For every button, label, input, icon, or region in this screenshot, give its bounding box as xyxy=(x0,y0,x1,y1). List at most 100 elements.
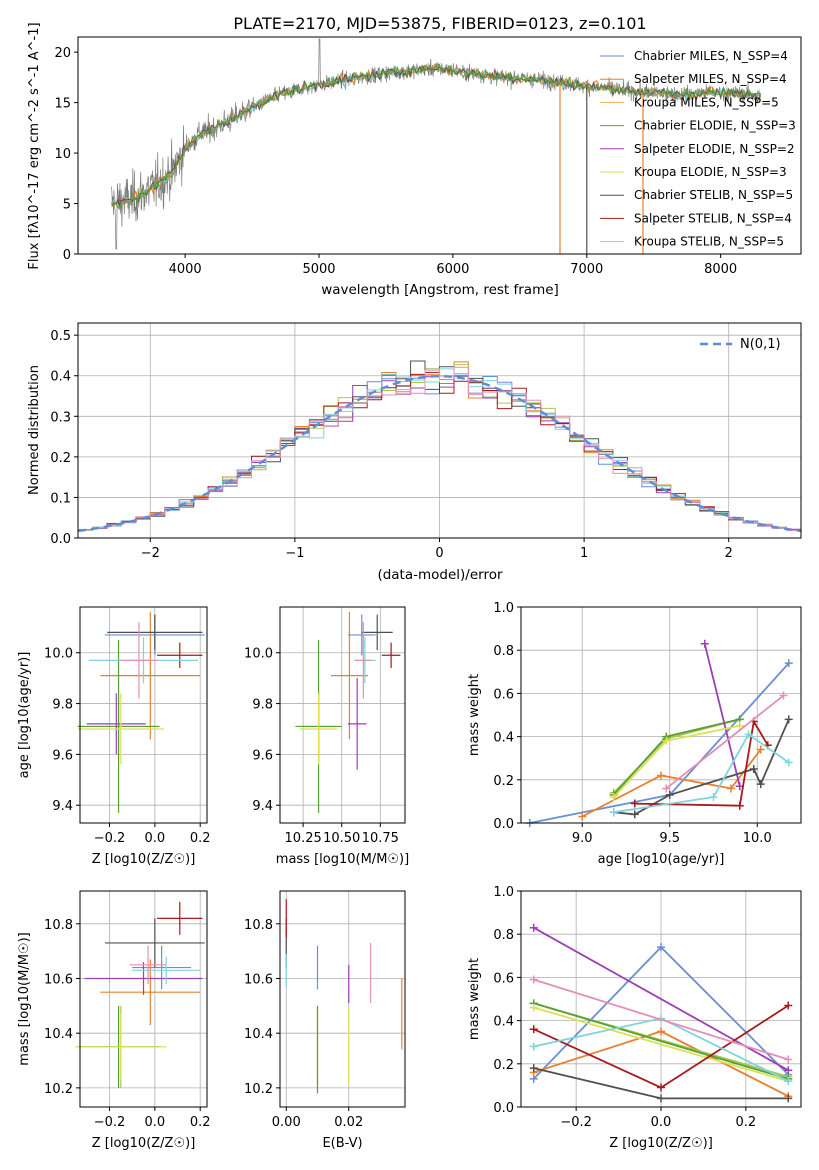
y-axis-label: Normed distribution xyxy=(27,365,42,495)
legend-label: Kroupa MILES, N_SSP=5 xyxy=(634,95,779,109)
marker-plus xyxy=(662,784,671,793)
marker-plus xyxy=(657,943,665,952)
x-tick-label: 0.2 xyxy=(190,831,211,846)
x-axis-label: wavelength [Angstrom, rest frame] xyxy=(321,282,559,298)
x-tick-label: −1 xyxy=(285,546,304,561)
x-tick-label: −0.2 xyxy=(94,1115,126,1130)
marker-plus xyxy=(756,745,765,754)
axes-frame xyxy=(279,890,406,1108)
y-tick-label: 0.8 xyxy=(493,644,514,659)
marker-plus xyxy=(784,758,793,767)
marker-plus xyxy=(784,1066,793,1075)
y-tick-label: 10.0 xyxy=(244,647,273,662)
x-axis-label: Z [log10(Z/Z☉)] xyxy=(92,1136,196,1151)
mass-weight-line xyxy=(533,978,789,1061)
y-tick-label: 10.4 xyxy=(44,1027,73,1042)
x-tick-label: 0.0 xyxy=(144,831,165,846)
marker-plus xyxy=(744,730,753,739)
y-tick-label: 0 xyxy=(63,248,71,263)
y-tick-label: 15 xyxy=(54,97,71,112)
y-tick-label: 1.0 xyxy=(493,601,514,616)
marker-plus xyxy=(657,1083,665,1092)
mass-weight-line xyxy=(533,1006,789,1082)
x-axis-label: mass [log10(M/M☉)] xyxy=(276,852,409,867)
marker-plus xyxy=(529,1064,538,1073)
marker-plus xyxy=(735,721,744,730)
x-tick-label: 6000 xyxy=(436,262,469,277)
x-tick-label: 0.0 xyxy=(651,1115,672,1130)
y-tick-label: 0.4 xyxy=(50,370,71,385)
y-tick-label: 0.0 xyxy=(493,1101,514,1116)
residual-histogram xyxy=(78,371,801,531)
legend-label: Chabrier MILES, N_SSP=4 xyxy=(634,49,788,63)
axes-frame xyxy=(279,606,406,824)
y-axis-label: age [log10(age/yr)] xyxy=(17,652,32,779)
marker-plus xyxy=(784,715,793,724)
x-tick-label: 9.0 xyxy=(572,831,593,846)
marker-plus xyxy=(529,1003,538,1012)
marker-plus xyxy=(735,801,744,810)
y-tick-label: 0.0 xyxy=(493,817,514,832)
mass-weight-line xyxy=(613,733,790,814)
legend-label: Kroupa ELODIE, N_SSP=3 xyxy=(634,165,787,179)
marker-plus xyxy=(779,691,788,700)
panel-3: 10.25 10.50 10.75 9.4 9.6 9.8 10.0 mass [log10(… xyxy=(244,606,409,867)
y-tick-label: 5 xyxy=(63,198,71,213)
mass-weight-line xyxy=(703,643,741,787)
spectrum-title: PLATE=2170, MJD=53875, FIBERID=0123, z=0… xyxy=(233,14,646,33)
x-tick-label: 10.50 xyxy=(323,831,360,846)
mass-weight-line xyxy=(533,1002,789,1080)
x-tick-label: 0.2 xyxy=(190,1115,211,1130)
x-tick-label: 0.00 xyxy=(272,1115,301,1130)
y-tick-label: 9.6 xyxy=(52,748,73,763)
y-tick-label: 0.5 xyxy=(50,329,71,344)
y-tick-label: 0.4 xyxy=(493,731,514,746)
panel-6: 0.00 0.02 10.2 10.4 10.6 10.8 E(B-V) xyxy=(244,890,406,1151)
y-tick-label: 9.4 xyxy=(252,799,273,814)
marker-plus xyxy=(756,780,765,789)
axes-frame xyxy=(77,322,802,539)
x-tick-label: 9.5 xyxy=(659,831,680,846)
residual-histogram xyxy=(78,366,801,532)
y-tick-label: 10.0 xyxy=(44,647,73,662)
x-axis-label: Z [log10(Z/Z☉)] xyxy=(92,852,196,867)
legend-label: Salpeter ELODIE, N_SSP=2 xyxy=(634,142,795,156)
y-tick-label: 0.2 xyxy=(50,451,71,466)
x-tick-label: 0.0 xyxy=(144,1115,165,1130)
axes-frame xyxy=(79,606,208,824)
x-tick-label: 8000 xyxy=(704,262,737,277)
legend-label: N(0,1) xyxy=(740,337,781,352)
marker-plus xyxy=(665,790,674,799)
x-tick-label: 0 xyxy=(435,546,443,561)
y-tick-label: 0.6 xyxy=(493,687,514,702)
y-tick-label: 0.2 xyxy=(493,774,514,789)
y-tick-label: 0.2 xyxy=(493,1058,514,1073)
marker-plus xyxy=(609,793,618,802)
panel-4: 9.0 9.5 10.0 0.0 0.2 0.4 0.6 0.8 1.0 age [log10(a… xyxy=(467,601,802,867)
x-axis-label: E(B-V) xyxy=(322,1136,362,1151)
x-axis-label: (data-model)/error xyxy=(377,567,503,583)
panel-1: −2 −1 0 1 2 0.0 0.1 0.2 0.3 0.4 0.5 N(0,1) (data-mod… xyxy=(27,322,802,583)
marker-plus xyxy=(578,812,587,821)
axes-frame xyxy=(520,606,802,824)
y-tick-label: 9.8 xyxy=(252,698,273,713)
y-axis-label: mass [log10(M/M☉)] xyxy=(17,932,32,1065)
marker-plus xyxy=(657,1027,665,1036)
model-spectrum xyxy=(111,64,762,208)
y-tick-label: 0.6 xyxy=(493,971,514,986)
legend-label: Chabrier STELIB, N_SSP=5 xyxy=(634,188,793,202)
panel-5: −0.2 0.0 0.2 10.2 10.4 10.6 10.8 Z [log10(Z/Z☉)… xyxy=(17,890,211,1151)
y-tick-label: 10.2 xyxy=(244,1082,273,1097)
marker-plus xyxy=(784,1077,793,1086)
y-axis-label: mass weight xyxy=(467,674,482,756)
y-tick-label: 0.3 xyxy=(50,410,71,425)
legend-label: Chabrier ELODIE, N_SSP=3 xyxy=(634,119,796,133)
y-tick-label: 10.8 xyxy=(44,918,73,933)
y-tick-label: 1.0 xyxy=(493,885,514,900)
panel-7: −0.2 0.0 0.2 0.0 0.2 0.4 0.6 0.8 1.0 Z [log10(Z/Z… xyxy=(467,885,802,1151)
axes-frame xyxy=(79,890,208,1108)
x-tick-label: 10.25 xyxy=(285,831,322,846)
mass-weight-line xyxy=(634,718,769,807)
x-tick-label: 0.02 xyxy=(334,1115,363,1130)
